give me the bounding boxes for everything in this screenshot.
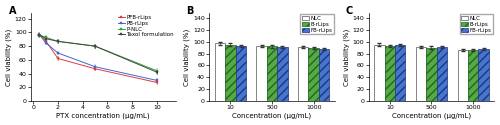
- Bar: [468, 50, 478, 101]
- Y-axis label: Cell viability (%): Cell viability (%): [184, 28, 190, 86]
- Bar: [395, 45, 406, 101]
- Bar: [384, 46, 395, 101]
- Bar: [426, 48, 436, 101]
- Bar: [236, 46, 246, 101]
- Legend: PFB-rLips, PB-rLips, P-NLC, Taxol formulation: PFB-rLips, PB-rLips, P-NLC, Taxol formul…: [118, 14, 174, 38]
- Text: A: A: [9, 6, 16, 16]
- Bar: [225, 45, 235, 101]
- X-axis label: Concentration (μg/mL): Concentration (μg/mL): [232, 113, 312, 119]
- Bar: [374, 45, 384, 101]
- Bar: [308, 48, 319, 101]
- Y-axis label: Cell viability (%): Cell viability (%): [344, 28, 350, 86]
- Bar: [256, 46, 267, 101]
- Text: C: C: [346, 6, 353, 16]
- Bar: [478, 49, 488, 101]
- Bar: [458, 50, 468, 101]
- Bar: [436, 47, 447, 101]
- Bar: [267, 46, 277, 101]
- Bar: [416, 47, 426, 101]
- X-axis label: PTX concentration (μg/mL): PTX concentration (μg/mL): [56, 113, 150, 119]
- Bar: [319, 49, 330, 101]
- Bar: [298, 47, 308, 101]
- X-axis label: Concentration (μg/mL): Concentration (μg/mL): [392, 113, 471, 119]
- Text: B: B: [186, 6, 194, 16]
- Bar: [215, 44, 225, 101]
- Y-axis label: Cell viability (%): Cell viability (%): [6, 28, 12, 86]
- Legend: NLC, B-rLips, FB-rLips: NLC, B-rLips, FB-rLips: [300, 14, 334, 34]
- Legend: NLC, B-rLips, FB-rLips: NLC, B-rLips, FB-rLips: [460, 14, 494, 34]
- Bar: [277, 47, 287, 101]
